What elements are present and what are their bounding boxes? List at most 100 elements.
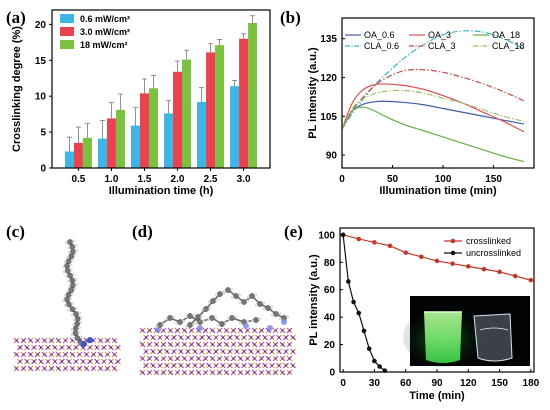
lattice-atom <box>158 364 162 367</box>
hydrogen-atom <box>271 313 274 317</box>
lattice-atom <box>274 343 277 346</box>
lattice-atom <box>249 364 253 367</box>
carbon-atom <box>70 282 76 289</box>
hydrogen-atom <box>68 251 71 254</box>
data-point <box>346 279 351 284</box>
lattice-atom <box>246 357 249 360</box>
lattice-atom <box>165 350 169 353</box>
lattice-atom <box>193 364 197 367</box>
lattice-atom <box>109 360 113 363</box>
lattice-atom <box>274 357 277 360</box>
hydrogen-atom <box>175 321 178 325</box>
lattice-atom <box>253 329 256 332</box>
lattice-atom <box>32 346 36 349</box>
lattice-atom <box>64 353 67 356</box>
oxygen-atom <box>81 341 87 347</box>
legend-label: 18 mW/cm² <box>80 40 128 50</box>
lattice-atom <box>158 350 162 353</box>
lattice-atom <box>186 350 190 353</box>
x-tick-label: 3.0 <box>237 174 251 185</box>
hydrogen-atom <box>208 306 211 310</box>
hydrogen-atom <box>246 319 249 323</box>
lattice-atom <box>277 364 281 367</box>
lattice-atom <box>274 329 277 332</box>
lattice-atom <box>141 357 144 360</box>
lattice-atom <box>232 329 235 332</box>
y-axis-title: PL intensity (a.u.) <box>307 47 319 139</box>
lattice-atom <box>207 350 211 353</box>
lattice-atom <box>172 350 176 353</box>
lattice-atom <box>214 350 218 353</box>
lattice-atom <box>81 360 85 363</box>
hydrogen-atom <box>66 256 70 259</box>
lattice-atom <box>18 346 22 349</box>
series-line <box>341 100 525 130</box>
lattice-atom <box>148 329 151 332</box>
hydrogen-atom <box>70 292 74 296</box>
carbon-atom <box>210 298 216 304</box>
lattice-atom <box>211 329 214 332</box>
carbon-atom <box>64 296 70 303</box>
carbon-atom <box>64 263 70 269</box>
lattice-atom <box>144 336 148 339</box>
oxygen-atom <box>197 325 203 331</box>
carbon-atom <box>69 277 76 284</box>
lattice-atom <box>200 336 204 339</box>
lattice-atom <box>274 371 277 374</box>
legend-label: 3.0 mW/cm² <box>80 27 130 37</box>
lattice-atom <box>53 346 57 349</box>
hydrogen-atom <box>185 315 188 319</box>
carbon-atom <box>233 293 239 299</box>
legend-label: CLA_0.6 <box>364 41 399 51</box>
y-tick-label: 0 <box>329 368 335 379</box>
lattice-atom <box>186 336 190 339</box>
data-point <box>351 299 356 305</box>
molecule-illustration-d <box>139 287 296 376</box>
lattice-atom <box>218 329 221 332</box>
lattice-atom <box>277 336 281 339</box>
lattice-atom <box>78 353 81 356</box>
lattice-atom <box>239 343 242 346</box>
carbon-atom <box>187 322 193 328</box>
lattice-atom <box>228 364 232 367</box>
hydrogen-atom <box>63 260 67 264</box>
carbon-atom <box>66 301 72 308</box>
hydrogen-atom <box>239 301 242 305</box>
hydrogen-atom <box>201 308 204 312</box>
lattice-atom <box>53 360 57 363</box>
x-tick-label: 50 <box>387 174 399 185</box>
hydrogen-atom <box>270 305 273 309</box>
lattice-atom <box>270 350 274 353</box>
lattice-atom <box>284 364 288 367</box>
hydrogen-atom <box>71 302 74 305</box>
lattice-atom <box>39 360 43 363</box>
hydrogen-atom <box>62 265 65 269</box>
hydrogen-atom <box>70 332 74 336</box>
lattice-atom <box>225 371 228 374</box>
carbon-atom <box>273 311 279 317</box>
hydrogen-atom <box>230 287 233 291</box>
lattice-atom <box>113 339 116 342</box>
lattice-atom <box>288 343 291 346</box>
lattice-atom <box>29 367 32 370</box>
lattice-atom <box>162 371 165 374</box>
hydrogen-atom <box>71 313 74 317</box>
lattice-atom <box>186 364 190 367</box>
y-tick-label: 0 <box>40 164 46 175</box>
lattice-atom <box>288 357 291 360</box>
hydrogen-atom <box>254 293 257 297</box>
lattice-atom <box>256 336 260 339</box>
hydrogen-atom <box>246 299 249 303</box>
y-tick-label: 15 <box>35 56 47 67</box>
carbon-atom <box>67 239 73 245</box>
lattice-atom <box>95 360 99 363</box>
plot-frame <box>341 17 535 169</box>
hydrogen-atom <box>79 335 83 339</box>
lattice-atom <box>256 350 260 353</box>
carbon-atom <box>257 301 263 307</box>
data-point <box>450 261 455 266</box>
hydrogen-atom <box>278 311 281 315</box>
lattice-atom <box>50 339 53 342</box>
lattice-atom <box>193 336 197 339</box>
bar <box>148 88 158 168</box>
